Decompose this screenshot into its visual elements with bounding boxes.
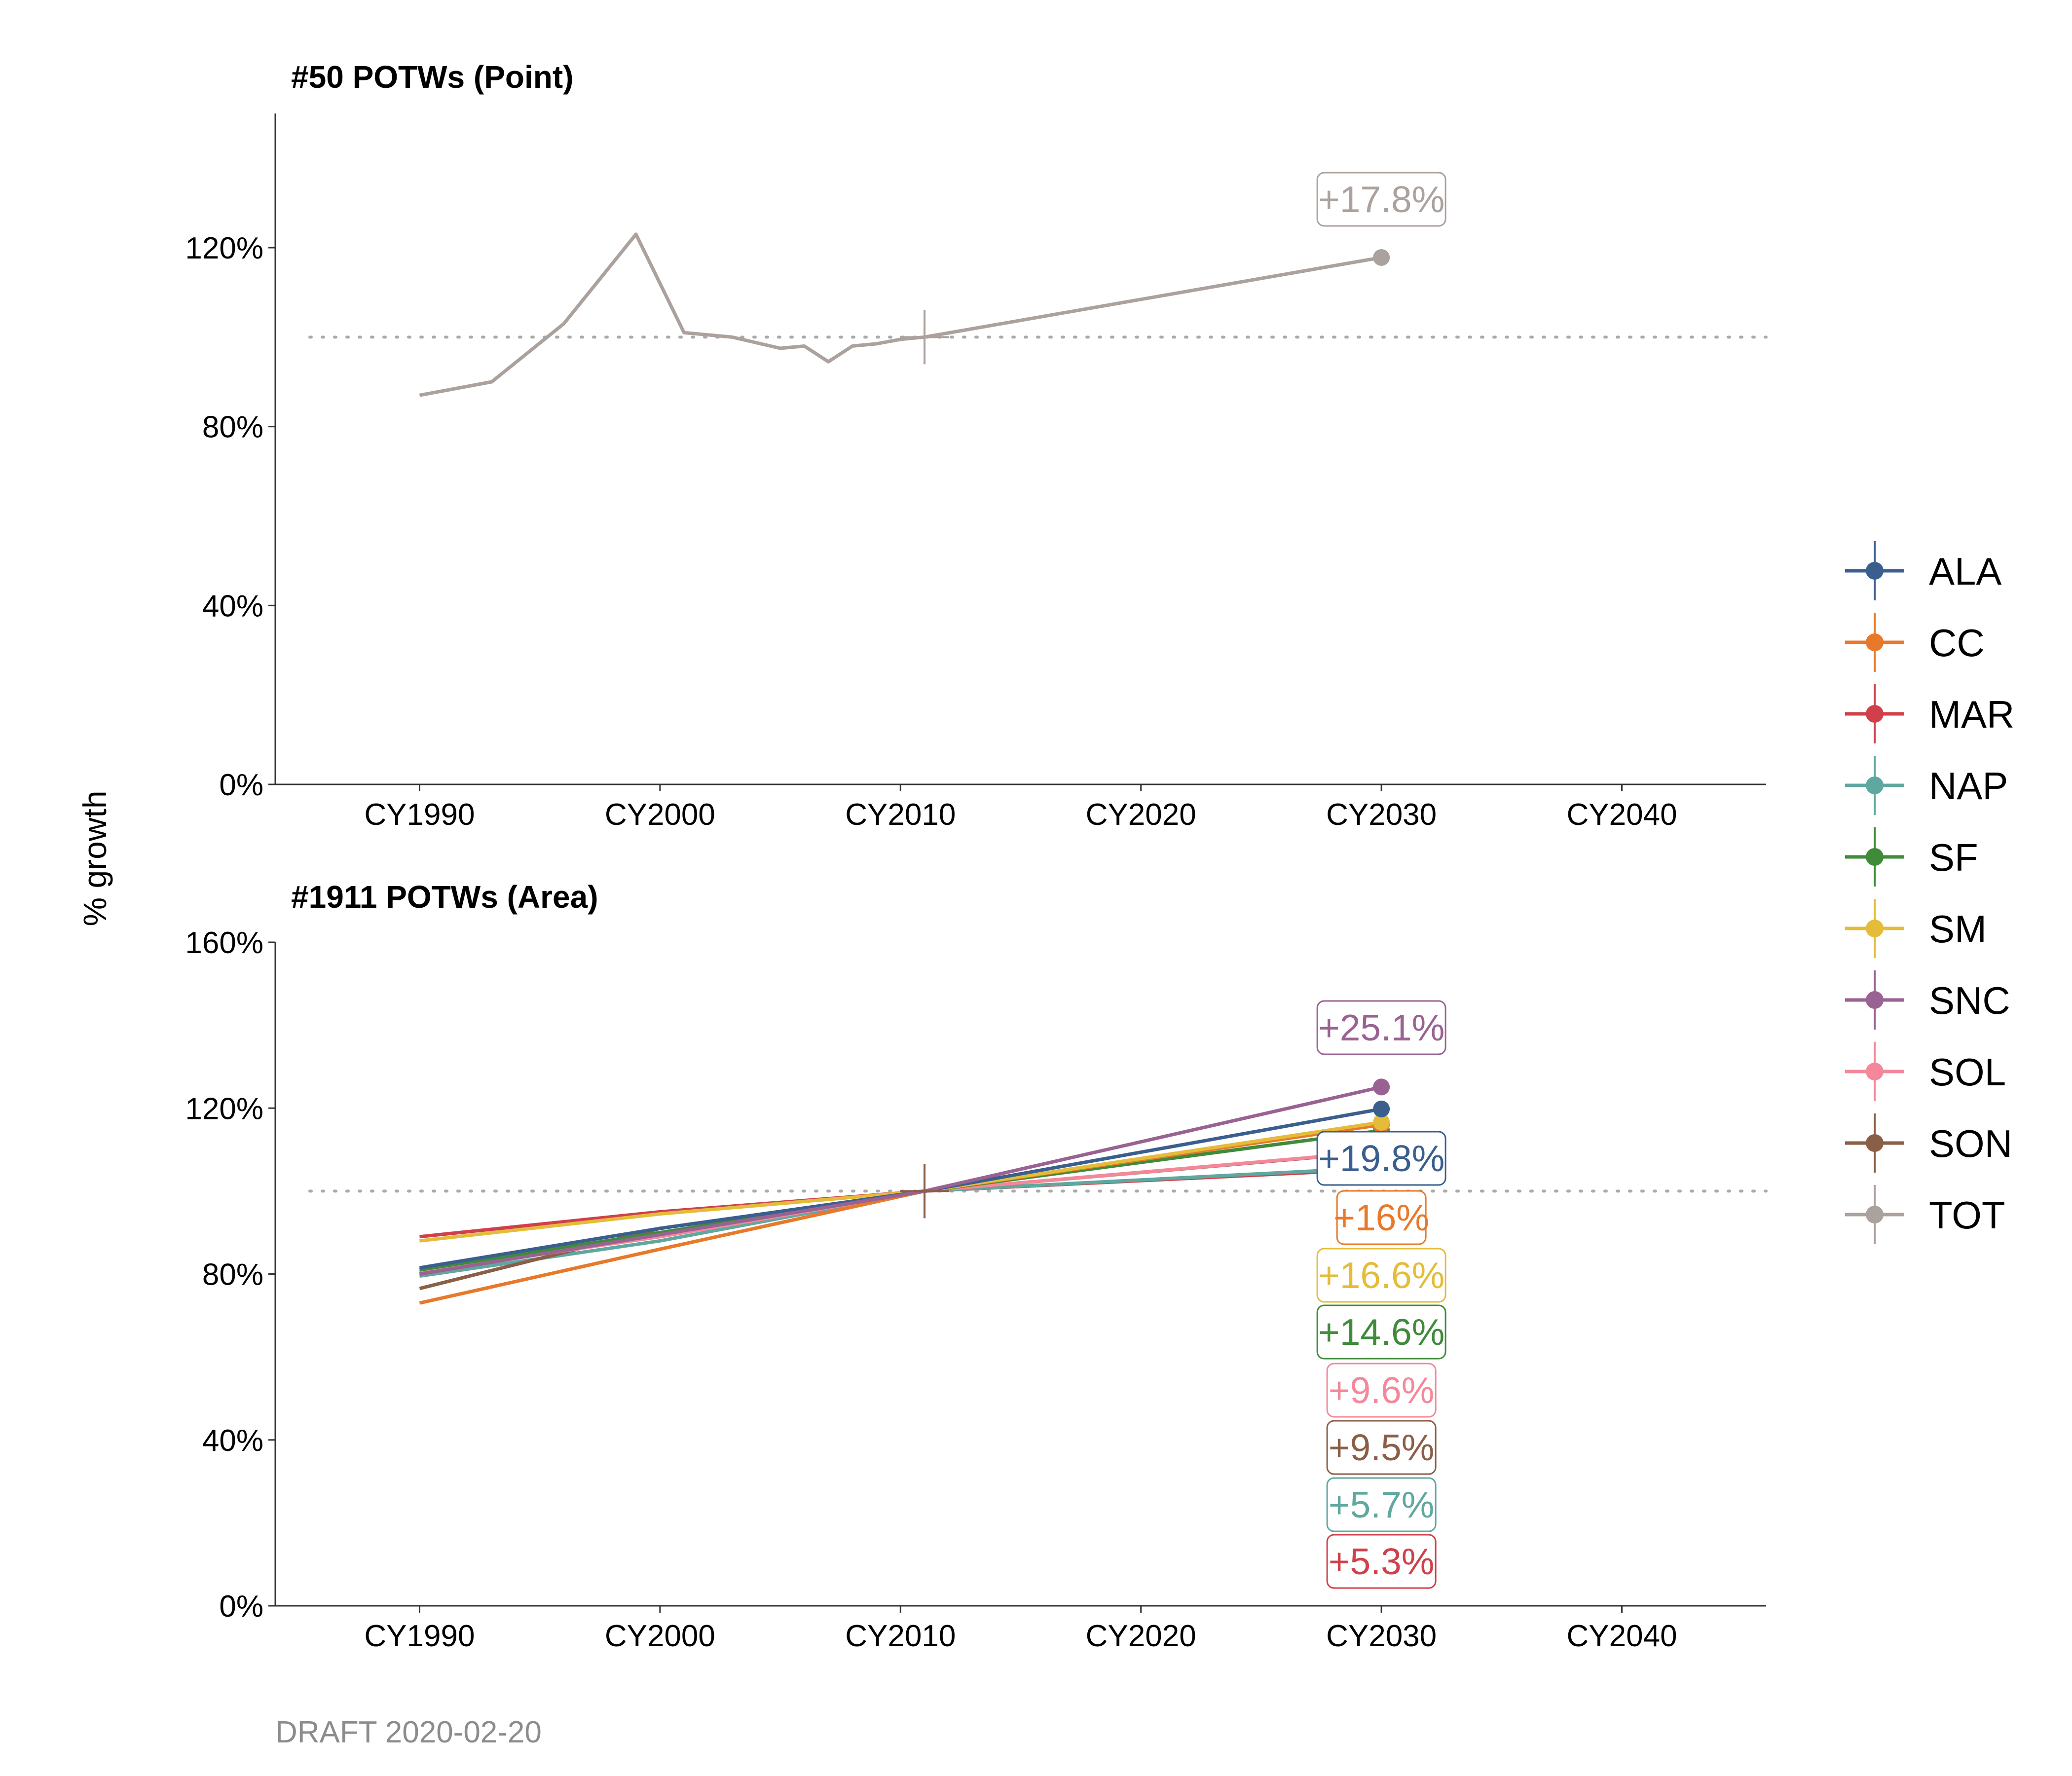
legend-label: SF [1929,836,1978,879]
end-label-sm: +16.6% [1318,1255,1444,1296]
x-tick-label: CY2020 [1086,1619,1196,1653]
end-label-sol: +9.6% [1329,1369,1435,1411]
series-endpoint-sm [1373,1113,1390,1131]
legend-item-sm: SM [1845,899,1987,958]
legend-key-point [1866,633,1884,651]
legend-label: MAR [1929,693,2014,736]
x-tick-label: CY2000 [605,798,715,832]
legend-label: SNC [1929,979,2010,1022]
end-label-mar: +5.3% [1329,1541,1435,1582]
series-line-mar [419,1167,1382,1239]
end-label-nap: +5.7% [1329,1484,1435,1525]
panel-title: #50 POTWs (Point) [291,59,574,95]
x-tick-label: CY2010 [845,798,956,832]
end-label-box-tot [1316,172,1446,227]
end-label-box-nap [1326,1477,1437,1532]
legend-item-nap: NAP [1845,756,2008,815]
x-tick-label: CY2020 [1086,798,1196,832]
x-tick-label: CY2040 [1567,798,1677,832]
x-tick-label: CY2030 [1326,798,1437,832]
legend-key-point [1866,1063,1884,1080]
panels: #50 POTWs (Point) 0% 40% 80% 120% CY1990 CY200… [185,59,1768,1653]
legend-item-snc: SNC [1845,970,2010,1030]
panel-title: #1911 POTWs (Area) [291,879,598,915]
y-tick-label: 160% [185,926,263,960]
end-label-tot: +17.8% [1318,179,1444,220]
y-tick-label: 40% [202,589,263,623]
series-endpoint-tot [1373,249,1390,266]
end-label-box-ala [1316,1131,1446,1186]
legend-label: CC [1929,621,1985,665]
end-label-box-mar [1326,1534,1437,1589]
legend-key-point [1866,991,1884,1009]
legend-label: SOL [1929,1050,2006,1094]
legend: ALA CC MAR NAP SF SM SNC SOL SON TOT [1845,541,2014,1244]
end-label-box-sm [1316,1248,1446,1303]
end-label-box-sol [1326,1363,1437,1418]
series-line-cc [419,1123,1382,1305]
series-endpoint-ala [1373,1100,1390,1117]
x-tick-label: CY1990 [364,1619,475,1653]
y-tick-label: 80% [202,410,263,444]
y-tick-label: 40% [202,1424,263,1458]
end-label-cc: +16% [1333,1197,1429,1238]
legend-key-point [1866,705,1884,723]
y-axis-title: % growth [76,790,113,926]
y-tick-label: 80% [202,1258,263,1292]
y-tick-label: 0% [219,768,263,802]
legend-item-sf: SF [1845,827,1978,887]
legend-key-point [1866,1206,1884,1223]
y-tick-label: 0% [219,1590,263,1624]
legend-item-son: SON [1845,1113,2012,1173]
end-label-ala: +19.8% [1318,1138,1444,1179]
panel-2: #1911 POTWs (Area) 0% 40% 80% 120% 160% CY1990… [185,879,1768,1653]
legend-label: SON [1929,1122,2012,1165]
legend-key-point [1866,848,1884,866]
legend-key-point [1866,777,1884,794]
panel-1: #50 POTWs (Point) 0% 40% 80% 120% CY1990 CY200… [185,59,1768,832]
end-label-box-cc [1336,1190,1427,1245]
legend-item-mar: MAR [1845,684,2014,743]
series-line-ala [419,1107,1382,1270]
series-line-sm [419,1120,1382,1243]
end-label-sf: +14.6% [1318,1311,1444,1353]
series-line-tot [419,232,1382,397]
x-tick-label: CY2030 [1326,1619,1437,1653]
series-endpoint-snc [1373,1078,1390,1096]
x-tick-label: CY1990 [364,798,475,832]
y-tick-label: 120% [185,1092,263,1126]
legend-item-tot: TOT [1845,1185,2005,1244]
legend-label: TOT [1929,1193,2005,1237]
legend-label: NAP [1929,764,2008,808]
end-label-box-sf [1316,1304,1446,1360]
legend-label: ALA [1929,550,2001,593]
legend-item-sol: SOL [1845,1042,2006,1101]
legend-key-point [1866,562,1884,580]
x-tick-label: CY2010 [845,1619,956,1653]
legend-key-point [1866,1134,1884,1152]
legend-key-point [1866,920,1884,937]
end-label-snc: +25.1% [1318,1007,1444,1048]
legend-label: SM [1929,907,1987,951]
x-tick-label: CY2040 [1567,1619,1677,1653]
draft-caption: DRAFT 2020-02-20 [275,1715,542,1749]
series-line-snc [419,1085,1382,1276]
x-tick-label: CY2000 [605,1619,715,1653]
y-tick-label: 120% [185,231,263,265]
legend-item-ala: ALA [1845,541,2001,600]
legend-item-cc: CC [1845,613,1985,672]
end-label-box-son [1326,1420,1437,1475]
end-label-box-snc [1316,1000,1446,1055]
end-label-son: +9.5% [1329,1427,1435,1468]
